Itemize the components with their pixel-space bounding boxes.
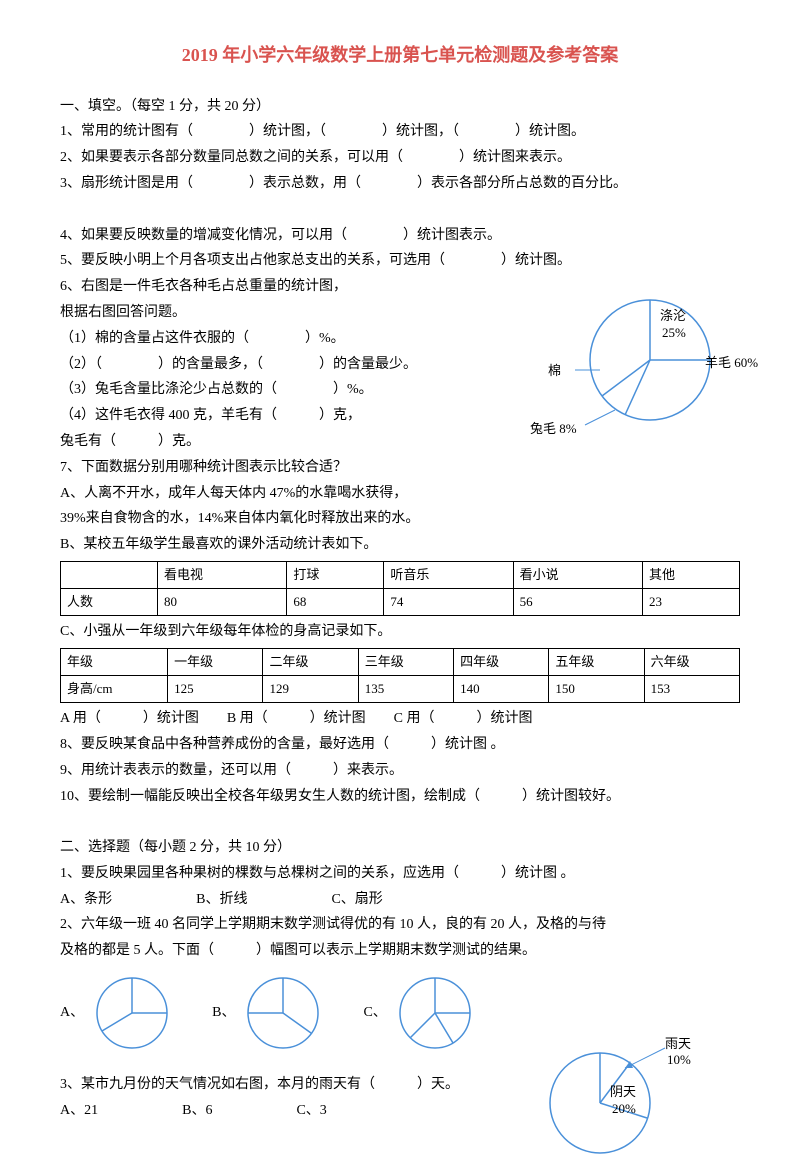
s2q1: 1、要反映果园里各种果树的棵数与总棵树之间的关系，应选用（ ）统计图 。 [60,862,740,886]
table-cell: 140 [454,676,549,703]
s2q2b: 及格的都是 5 人。下面（ ）幅图可以表示上学期期末数学测试的结果。 [60,939,740,963]
table-cell: 身高/cm [61,676,168,703]
pie1-cotton: 棉 [548,360,561,382]
table-cell: 153 [644,676,739,703]
q4: 4、如果要反映数量的增减变化情况，可以用（ ）统计图表示。 [60,224,740,248]
option-a: A、 [60,973,172,1053]
table-cell: 150 [549,676,644,703]
table-cell: 看小说 [513,561,642,588]
option-b: B、 [212,973,323,1053]
q10: 10、要绘制一幅能反映出全校各年级男女生人数的统计图，绘制成（ ）统计图较好。 [60,785,740,809]
pie-option-b-icon [243,973,323,1053]
pie-option-c-icon [395,973,475,1053]
table-cell: 五年级 [549,648,644,675]
q3: 3、扇形统计图是用（ ）表示总数，用（ ）表示各部分所占总数的百分比。 [60,172,740,196]
opt-b-label: B、 [212,1001,235,1025]
pie1-rabbit: 兔毛 8% [530,418,577,440]
table-cell: 129 [263,676,358,703]
table-cell: 年级 [61,648,168,675]
pie-option-a-icon [92,973,172,1053]
table-cell: 听音乐 [384,561,513,588]
table-cell: 56 [513,589,642,616]
table-cell: 三年级 [358,648,453,675]
table-cell: 二年级 [263,648,358,675]
s2q1-opts: A、条形 B、折线 C、扇形 [60,888,740,912]
q1: 1、常用的统计图有（ ）统计图，（ ）统计图，（ ）统计图。 [60,120,740,144]
table-cell: 125 [168,676,263,703]
table-cell: 80 [158,589,287,616]
option-c: C、 [363,973,474,1053]
table-row: 年级 一年级 二年级 三年级 四年级 五年级 六年级 [61,648,740,675]
q2: 2、如果要表示各部分数量同总数之间的关系，可以用（ ）统计图来表示。 [60,146,740,170]
table-activity: 看电视 打球 听音乐 看小说 其他 人数 80 68 74 56 23 [60,561,740,616]
page-title: 2019 年小学六年级数学上册第七单元检测题及参考答案 [60,40,740,71]
table-row: 看电视 打球 听音乐 看小说 其他 [61,561,740,588]
q7: 7、下面数据分别用哪种统计图表示比较合适？ [60,456,740,480]
table-cell: 六年级 [644,648,739,675]
q8: 8、要反映某食品中各种营养成份的含量，最好选用（ ）统计图 。 [60,733,740,757]
table-cell: 四年级 [454,648,549,675]
s2q2: 2、六年级一班 40 名同学上学期期末数学测试得优的有 10 人，良的有 20 … [60,913,740,937]
table-cell: 23 [642,589,739,616]
table-cell: 74 [384,589,513,616]
table-cell: 一年级 [168,648,263,675]
pie3-cloudy-pct: 20% [612,1098,636,1120]
table-cell: 打球 [287,561,384,588]
pie-chart-weather: 雨天 10% 阴天 20% [530,1033,700,1172]
opt-c-label: C、 [363,1001,386,1025]
table-cell: 其他 [642,561,739,588]
table-cell [61,561,158,588]
q9: 9、用统计表表示的数量，还可以用（ ）来表示。 [60,759,740,783]
pie-chart-sweater: 涤沦 25% 棉 羊毛 60% 兔毛 8% [530,270,740,459]
pie1-dacron-pct: 25% [662,322,686,344]
q7a2: 39%来自食物含的水，14%来自体内氧化时释放出来的水。 [60,507,740,531]
table-row: 身高/cm 125 129 135 140 150 153 [61,676,740,703]
section1-header: 一、填空。（每空 1 分，共 20 分） [60,95,740,119]
opt-a-label: A、 [60,1001,84,1025]
table-cell: 135 [358,676,453,703]
table-cell: 68 [287,589,384,616]
section2-header: 二、选择题（每小题 2 分，共 10 分） [60,836,740,860]
q7b: B、某校五年级学生最喜欢的课外活动统计表如下。 [60,533,740,557]
q7abc: A 用（ ）统计图 B 用（ ）统计图 C 用（ ）统计图 [60,707,740,731]
pie1-wool: 羊毛 60% [705,352,758,374]
pie3-rain-pct: 10% [667,1049,691,1071]
table-cell: 看电视 [158,561,287,588]
table-row: 人数 80 68 74 56 23 [61,589,740,616]
q7a: A、人离不开水，成年人每天体内 47%的水靠喝水获得， [60,482,740,506]
table-cell: 人数 [61,589,158,616]
q7c: C、小强从一年级到六年级每年体检的身高记录如下。 [60,620,740,644]
table-height: 年级 一年级 二年级 三年级 四年级 五年级 六年级 身高/cm 125 129… [60,648,740,703]
